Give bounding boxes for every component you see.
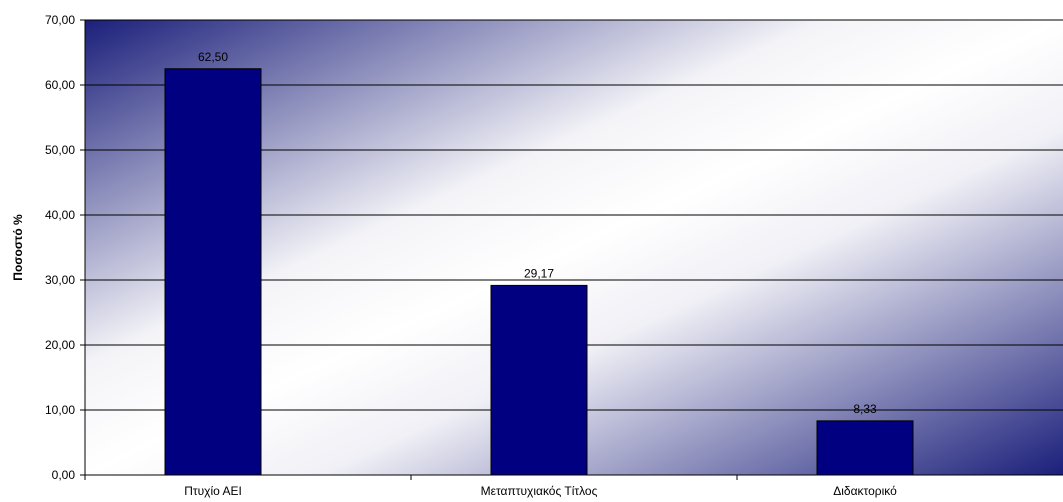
data-label: 62,50	[198, 50, 228, 64]
y-axis-title: Ποσοστό %	[11, 214, 25, 281]
data-label: 8,33	[853, 402, 877, 416]
y-tick-label: 0,00	[52, 468, 76, 482]
bar	[164, 68, 262, 476]
category-label: Πτυχίο ΑΕΙ	[184, 484, 242, 498]
y-tick-label: 10,00	[45, 403, 75, 417]
y-tick-label: 30,00	[45, 273, 75, 287]
labels: 0,00 10,00 20,00 30,00 40,00 50,00 60,00 70,00 6…	[45, 13, 897, 498]
category-label: Μεταπτυχιακός Τίτλος	[481, 484, 598, 498]
bar	[816, 420, 914, 476]
category-label: Διδακτορικό	[833, 484, 897, 498]
y-tick-label: 50,00	[45, 143, 75, 157]
bar	[490, 284, 588, 476]
axes	[80, 19, 1063, 480]
y-tick-label: 60,00	[45, 78, 75, 92]
y-tick-label: 20,00	[45, 338, 75, 352]
y-tick-label: 40,00	[45, 208, 75, 222]
y-tick-label: 70,00	[45, 13, 75, 27]
data-label: 29,17	[524, 266, 554, 280]
